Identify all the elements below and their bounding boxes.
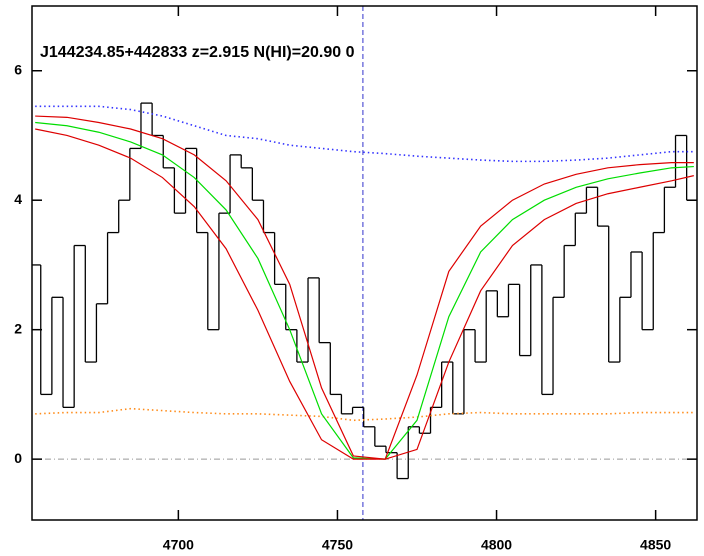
y-tick-label: 6 — [14, 61, 22, 77]
y-tick-label: 4 — [14, 191, 22, 207]
y-tick-label: 2 — [14, 320, 22, 336]
model-line — [35, 128, 694, 460]
plot-area — [32, 6, 697, 520]
model-line — [35, 105, 694, 163]
model-line — [35, 115, 694, 460]
model-line — [35, 121, 694, 460]
model-line — [35, 407, 694, 422]
chart-title: J144234.85+442833 z=2.915 N(HI)=20.90 0 — [40, 44, 355, 61]
x-tick-label: 4700 — [163, 537, 194, 553]
x-tick-label: 4850 — [640, 537, 671, 553]
y-tick-label: 0 — [14, 450, 22, 466]
x-tick-label: 4800 — [481, 537, 512, 553]
x-tick-label: 4750 — [322, 537, 353, 553]
axes-frame — [31, 5, 698, 521]
